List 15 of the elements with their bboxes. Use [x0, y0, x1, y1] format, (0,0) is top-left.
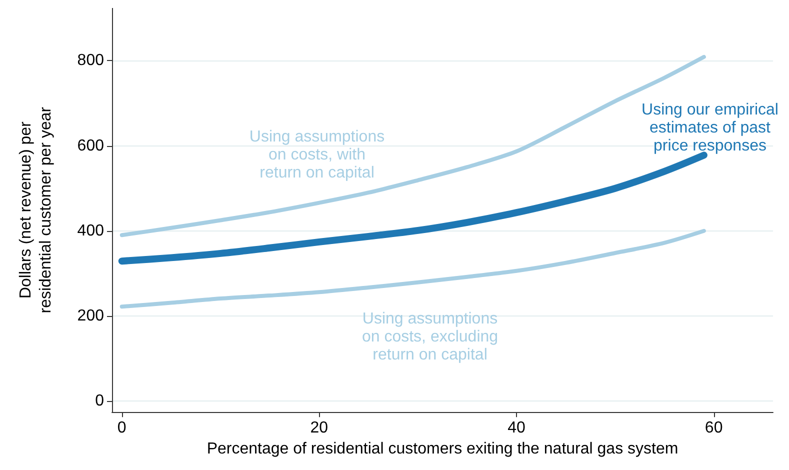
annotation: Using assumptions on costs, with return on capital: [249, 128, 385, 182]
x-tick-label: 0: [117, 420, 126, 437]
y-tick-label: 0: [95, 392, 104, 410]
y-tick-label: 800: [77, 52, 104, 70]
x-tick-label: 40: [508, 420, 526, 437]
x-tick-label: 20: [310, 420, 328, 437]
y-tick-label: 200: [77, 307, 104, 324]
x-tick-label: 60: [704, 420, 723, 437]
annotation: Using our empirical estimates of past price responses: [642, 102, 778, 154]
line-series: [120, 228, 706, 309]
x-axis-title: Percentage of residential customers exiting the natural gas system: [206, 440, 678, 458]
y-tick-label: 400: [77, 222, 104, 240]
y-tick-label: 600: [77, 137, 104, 154]
annotation: Using assumptions on costs, excluding return on capital: [362, 310, 498, 364]
y-axis-title: Dollars (net revenue) per residential customer per year: [18, 106, 54, 314]
